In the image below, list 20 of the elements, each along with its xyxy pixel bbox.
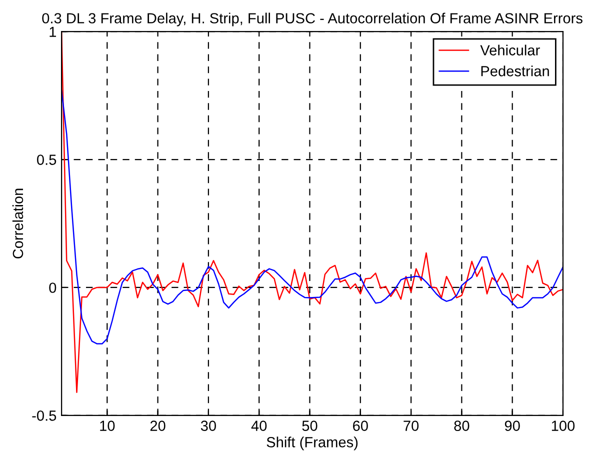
chart-title: 0.3 DL 3 Frame Delay, H. Strip, Full PUSC - Autocorrelation Of Frame ASINR Errors [42, 12, 582, 26]
x-tick-label: 70 [404, 420, 419, 431]
y-axis-title: Correlation [12, 188, 24, 258]
y-tick-label: 1 [50, 26, 56, 37]
x-tick-label: 30 [200, 420, 216, 431]
x-tick-label: 10 [100, 420, 115, 431]
x-tick-label: 60 [353, 420, 368, 431]
x-tick-label: 80 [454, 420, 470, 431]
x-tick-label: 90 [504, 420, 520, 431]
line-series [62, 90, 563, 344]
x-axis-title: Shift (Frames) [266, 436, 358, 450]
x-tick-label: 50 [302, 420, 318, 431]
y-tick-label: 0.5 [37, 154, 56, 165]
x-tick-label: 20 [150, 420, 166, 431]
legend-label: Pedestrian [481, 66, 549, 76]
x-tick-label: 100 [552, 420, 575, 431]
y-tick-label: 0 [49, 282, 56, 293]
y-tick-label: -0.5 [32, 410, 56, 421]
x-tick-label: 40 [251, 420, 267, 431]
legend-label: Vehicular [480, 44, 540, 56]
